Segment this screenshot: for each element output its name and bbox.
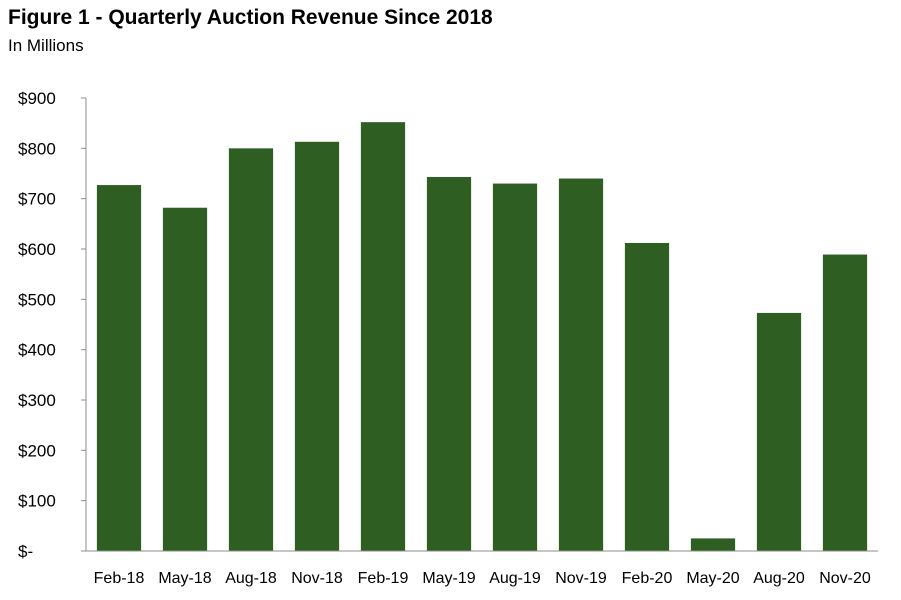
- bar-feb-18: [96, 185, 142, 551]
- bar-may-19: [426, 177, 472, 552]
- y-tick-label: $800: [18, 139, 56, 158]
- y-tick-label: $400: [18, 341, 56, 360]
- y-tick-label: $700: [18, 190, 56, 209]
- bar-aug-19: [492, 183, 538, 552]
- x-tick-label: Aug-20: [753, 570, 805, 587]
- x-tick-label: Feb-18: [94, 570, 145, 587]
- x-tick-label: Aug-18: [225, 570, 277, 587]
- y-axis: $- $100 $200 $300 $400 $500 $600 $700 $800 $900: [18, 89, 87, 561]
- bar-nov-20: [822, 254, 868, 551]
- x-tick-label: Nov-19: [555, 570, 607, 587]
- bar-may-20: [690, 538, 736, 551]
- y-tick-label: $200: [18, 441, 56, 460]
- y-tick-label: $600: [18, 240, 56, 259]
- bar-aug-20: [756, 312, 802, 551]
- x-axis: Feb-18 May-18 Aug-18 Nov-18 Feb-19 May-19 Aug-…: [86, 550, 878, 587]
- bar-feb-19: [360, 122, 406, 551]
- y-tick-label: $900: [18, 89, 56, 108]
- bar-aug-18: [228, 148, 274, 552]
- bar-nov-18: [294, 141, 340, 552]
- y-tick-label: $300: [18, 391, 56, 410]
- y-tick-label: $500: [18, 290, 56, 309]
- bar-may-18: [162, 207, 208, 551]
- x-tick-label: Nov-18: [291, 570, 343, 587]
- bars: [96, 122, 868, 552]
- x-tick-label: May-20: [686, 570, 739, 587]
- x-tick-label: Aug-19: [489, 570, 541, 587]
- chart-subtitle: In Millions: [8, 36, 84, 55]
- x-tick-label: Nov-20: [819, 570, 871, 587]
- x-tick-label: Feb-19: [358, 570, 409, 587]
- bar-nov-19: [558, 178, 604, 552]
- y-tick-label: $100: [18, 492, 56, 511]
- chart-title: Figure 1 - Quarterly Auction Revenue Sin…: [8, 6, 493, 29]
- x-tick-label: May-18: [158, 570, 211, 587]
- x-tick-label: May-19: [422, 570, 475, 587]
- y-tick-label: $-: [18, 542, 33, 561]
- x-tick-label: Feb-20: [622, 570, 673, 587]
- bar-feb-20: [624, 242, 670, 551]
